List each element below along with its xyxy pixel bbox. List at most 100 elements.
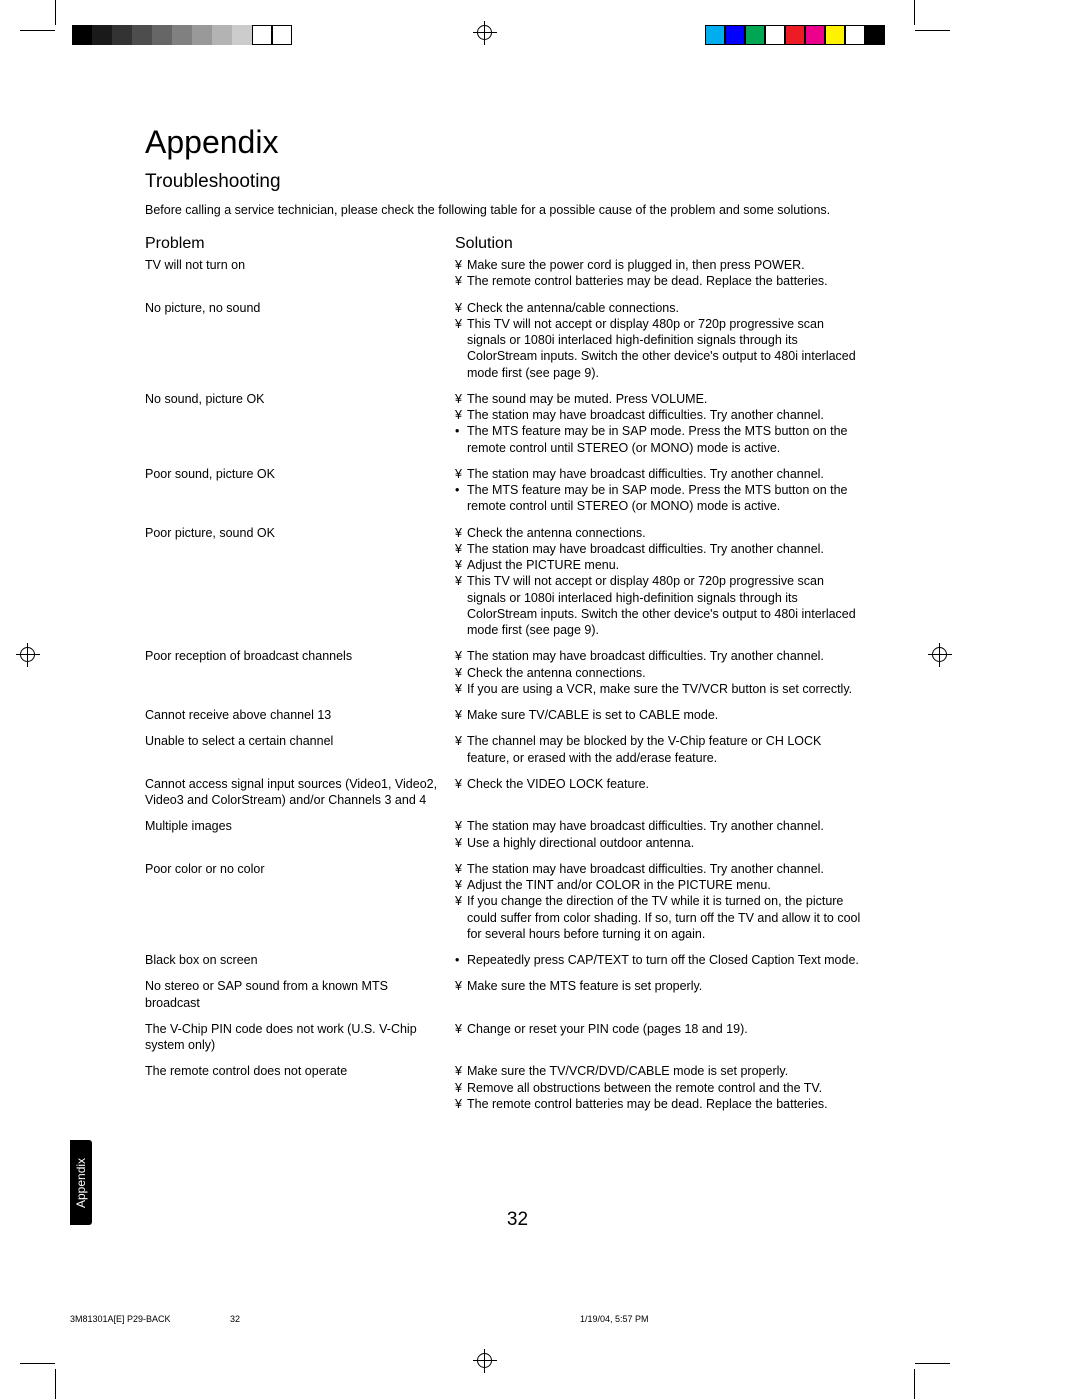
solution-item: ¥The station may have broadcast difficul…: [455, 407, 890, 423]
solution-text: The station may have broadcast difficult…: [467, 466, 890, 482]
footer-right: 1/19/04, 5:57 PM: [580, 1314, 880, 1324]
solution-text: The station may have broadcast difficult…: [467, 541, 890, 557]
table-row: Black box on screen•Repeatedly press CAP…: [145, 952, 890, 968]
solution-cell: ¥Check the antenna/cable connections.¥Th…: [455, 300, 890, 381]
solution-item: ¥This TV will not accept or display 480p…: [455, 573, 890, 638]
table-row: Poor picture, sound OK¥Check the antenna…: [145, 525, 890, 639]
solution-item: ¥Check the antenna/cable connections.: [455, 300, 890, 316]
yen-bullet-icon: ¥: [455, 681, 467, 697]
problem-cell: Poor sound, picture OK: [145, 466, 455, 515]
yen-bullet-icon: ¥: [455, 835, 467, 851]
yen-bullet-icon: ¥: [455, 525, 467, 541]
registration-mark-icon: [930, 645, 950, 665]
solution-text: Check the antenna connections.: [467, 665, 890, 681]
content-area: Appendix Troubleshooting Before calling …: [145, 124, 890, 1122]
table-row: Cannot receive above channel 13¥Make sur…: [145, 707, 890, 723]
solution-cell: ¥The channel may be blocked by the V-Chi…: [455, 733, 890, 766]
solution-item: ¥The channel may be blocked by the V-Chi…: [455, 733, 890, 766]
solution-text: Remove all obstructions between the remo…: [467, 1080, 890, 1096]
solution-item: ¥The remote control batteries may be dea…: [455, 273, 890, 289]
table-header: Problem Solution: [145, 235, 890, 257]
solution-text: The remote control batteries may be dead…: [467, 273, 890, 289]
top-printer-marks: [0, 25, 1080, 65]
yen-bullet-icon: ¥: [455, 407, 467, 423]
solution-item: ¥If you are using a VCR, make sure the T…: [455, 681, 890, 697]
solution-text: The station may have broadcast difficult…: [467, 407, 890, 423]
solution-cell: ¥Check the antenna connections.¥The stat…: [455, 525, 890, 639]
yen-bullet-icon: ¥: [455, 391, 467, 407]
solution-item: ¥This TV will not accept or display 480p…: [455, 316, 890, 381]
solution-item: ¥Use a highly directional outdoor antenn…: [455, 835, 890, 851]
solution-item: ¥Adjust the PICTURE menu.: [455, 557, 890, 573]
solution-item: ¥Change or reset your PIN code (pages 18…: [455, 1021, 890, 1037]
table-row: Unable to select a certain channel¥The c…: [145, 733, 890, 766]
grayscale-bar: [72, 25, 292, 45]
yen-bullet-icon: ¥: [455, 733, 467, 766]
yen-bullet-icon: ¥: [455, 466, 467, 482]
yen-bullet-icon: ¥: [455, 300, 467, 316]
problem-cell: TV will not turn on: [145, 257, 455, 290]
solution-item: ¥If you change the direction of the TV w…: [455, 893, 890, 942]
problem-cell: Black box on screen: [145, 952, 455, 968]
yen-bullet-icon: ¥: [455, 893, 467, 942]
solution-item: ¥The station may have broadcast difficul…: [455, 466, 890, 482]
solution-text: Check the antenna connections.: [467, 525, 890, 541]
solution-item: •Repeatedly press CAP/TEXT to turn off t…: [455, 952, 890, 968]
solution-item: ¥Check the antenna connections.: [455, 525, 890, 541]
solution-text: The sound may be muted. Press VOLUME.: [467, 391, 890, 407]
table-row: No sound, picture OK¥The sound may be mu…: [145, 391, 890, 456]
solution-text: The station may have broadcast difficult…: [467, 818, 890, 834]
table-row: Multiple images¥The station may have bro…: [145, 818, 890, 851]
problem-header: Problem: [145, 235, 455, 253]
problem-cell: The remote control does not operate: [145, 1063, 455, 1112]
yen-bullet-icon: ¥: [455, 1096, 467, 1112]
table-row: The remote control does not operate¥Make…: [145, 1063, 890, 1112]
table-row: Poor reception of broadcast channels¥The…: [145, 648, 890, 697]
solution-text: The MTS feature may be in SAP mode. Pres…: [467, 482, 890, 515]
solution-item: ¥Remove all obstructions between the rem…: [455, 1080, 890, 1096]
problem-cell: Poor color or no color: [145, 861, 455, 942]
table-row: Poor sound, picture OK¥The station may h…: [145, 466, 890, 515]
yen-bullet-icon: ¥: [455, 316, 467, 381]
problem-cell: Multiple images: [145, 818, 455, 851]
solution-text: Adjust the TINT and/or COLOR in the PICT…: [467, 877, 890, 893]
problem-cell: Poor reception of broadcast channels: [145, 648, 455, 697]
yen-bullet-icon: ¥: [455, 541, 467, 557]
solution-item: •The MTS feature may be in SAP mode. Pre…: [455, 423, 890, 456]
table-row: Cannot access signal input sources (Vide…: [145, 776, 890, 809]
yen-bullet-icon: ¥: [455, 665, 467, 681]
dot-bullet-icon: •: [455, 482, 467, 515]
problem-cell: No stereo or SAP sound from a known MTS …: [145, 978, 455, 1011]
table-row: TV will not turn on¥Make sure the power …: [145, 257, 890, 290]
yen-bullet-icon: ¥: [455, 273, 467, 289]
solution-cell: ¥Make sure the power cord is plugged in,…: [455, 257, 890, 290]
solution-text: The station may have broadcast difficult…: [467, 648, 890, 664]
registration-mark-icon: [475, 23, 495, 43]
yen-bullet-icon: ¥: [455, 557, 467, 573]
solution-cell: ¥Change or reset your PIN code (pages 18…: [455, 1021, 890, 1054]
solution-item: ¥Make sure the MTS feature is set proper…: [455, 978, 890, 994]
solution-cell: •Repeatedly press CAP/TEXT to turn off t…: [455, 952, 890, 968]
solution-cell: ¥The sound may be muted. Press VOLUME.¥T…: [455, 391, 890, 456]
solution-text: The MTS feature may be in SAP mode. Pres…: [467, 423, 890, 456]
yen-bullet-icon: ¥: [455, 978, 467, 994]
solution-item: •The MTS feature may be in SAP mode. Pre…: [455, 482, 890, 515]
solution-cell: ¥Check the VIDEO LOCK feature.: [455, 776, 890, 809]
table-row: Poor color or no color¥The station may h…: [145, 861, 890, 942]
solution-item: ¥The station may have broadcast difficul…: [455, 861, 890, 877]
solution-text: Make sure TV/CABLE is set to CABLE mode.: [467, 707, 890, 723]
yen-bullet-icon: ¥: [455, 648, 467, 664]
problem-cell: No sound, picture OK: [145, 391, 455, 456]
table-row: No stereo or SAP sound from a known MTS …: [145, 978, 890, 1011]
section-title: Troubleshooting: [145, 171, 890, 193]
registration-mark-icon: [475, 1351, 495, 1371]
dot-bullet-icon: •: [455, 952, 467, 968]
solution-item: ¥Make sure the power cord is plugged in,…: [455, 257, 890, 273]
solution-cell: ¥The station may have broadcast difficul…: [455, 648, 890, 697]
solution-text: Check the VIDEO LOCK feature.: [467, 776, 890, 792]
page-title: Appendix: [145, 124, 890, 161]
solution-text: Make sure the MTS feature is set properl…: [467, 978, 890, 994]
problem-cell: Cannot access signal input sources (Vide…: [145, 776, 455, 809]
dot-bullet-icon: •: [455, 423, 467, 456]
solution-text: If you are using a VCR, make sure the TV…: [467, 681, 890, 697]
